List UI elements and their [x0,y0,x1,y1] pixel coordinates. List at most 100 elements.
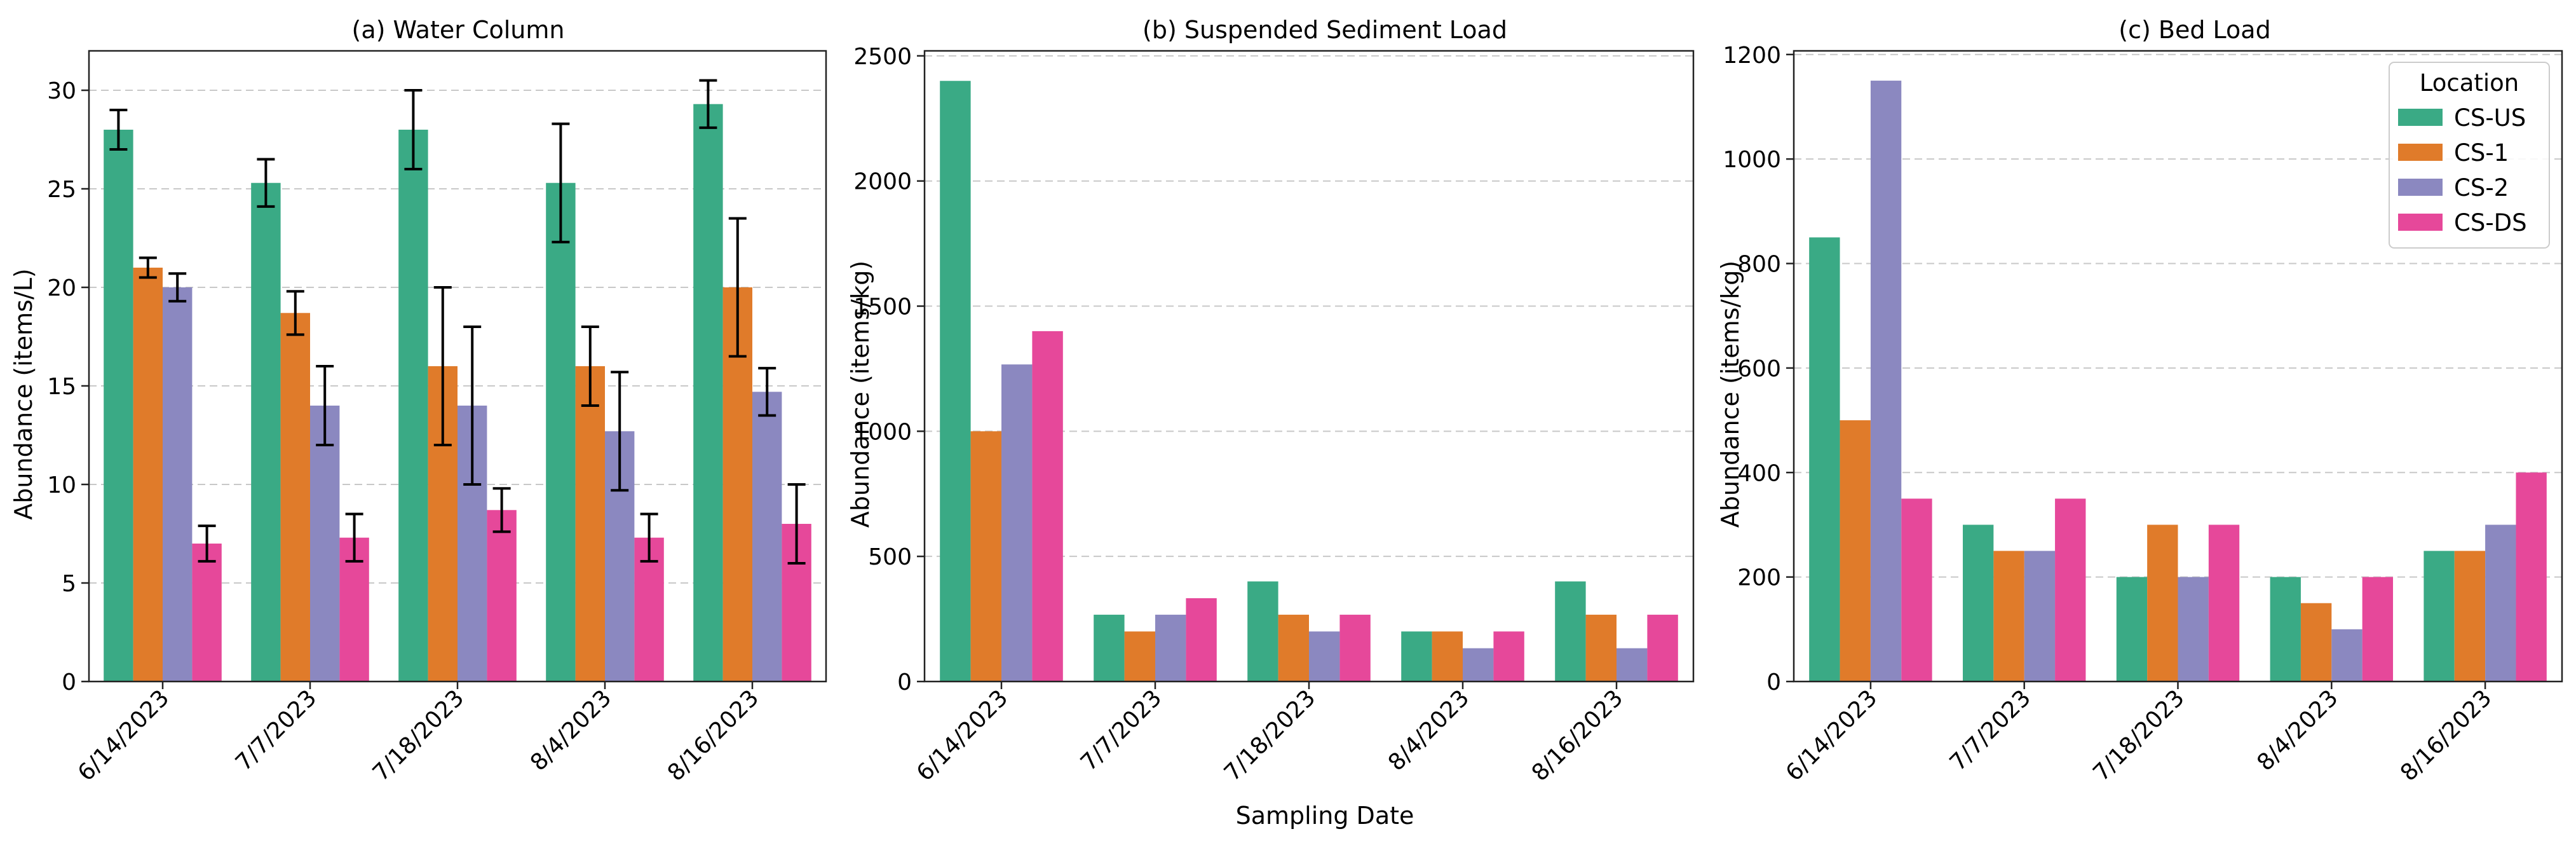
y-axis-label: Abundance (items/L) [10,268,37,519]
bar-cs-us-6-14-2023 [940,81,971,682]
bar-cs-us-7-7-2023 [1962,524,1994,682]
y-tick-label: 20 [47,275,76,301]
bar-cs-ds-8-16-2023 [1647,614,1678,682]
panel-title: (b) Suspended Sediment Load [1142,16,1507,44]
bar-cs-2-7-7-2023 [1155,614,1186,682]
bar-cs-us-8-16-2023 [1555,581,1586,682]
bar-cs-us-7-7-2023 [251,182,281,682]
y-tick-label: 0 [62,669,76,696]
y-tick-label: 1000 [853,419,912,445]
bar-cs-1-8-16-2023 [1585,614,1617,682]
y-tick-label: 10 [47,472,76,498]
bars [104,104,811,682]
bar-cs-1-8-4-2023 [575,366,605,682]
bar-cs-2-6-14-2023 [1001,364,1033,682]
bar-cs-2-7-18-2023 [1309,631,1340,682]
y-tick-label: 500 [868,544,912,570]
y-tick-label: 2500 [853,44,912,70]
bar-cs-2-7-7-2023 [310,406,340,682]
bar-cs-ds-7-7-2023 [1186,598,1217,682]
y-tick-label: 0 [897,669,912,696]
y-tick-label: 5 [62,571,76,597]
bars [1809,80,2547,682]
bar-cs-us-6-14-2023 [104,130,133,682]
legend-label-cs-ds: CS-DS [2454,209,2527,236]
panel-title: (a) Water Column [352,16,565,44]
y-tick-label: 600 [1737,356,1781,382]
bar-cs-ds-8-16-2023 [2516,472,2547,682]
bar-cs-1-7-18-2023 [2147,524,2178,682]
y-tick-label: 30 [47,78,76,104]
y-tick-label: 400 [1737,460,1781,486]
bar-cs-1-6-14-2023 [133,268,163,682]
bar-cs-ds-8-4-2023 [2362,577,2394,682]
bar-cs-2-7-7-2023 [2024,551,2056,682]
bar-cs-2-7-18-2023 [2178,577,2209,682]
bar-cs-1-7-7-2023 [1993,551,2024,682]
legend-label-cs-us: CS-US [2454,104,2526,132]
bar-cs-2-8-16-2023 [752,392,782,682]
bar-cs-us-7-18-2023 [2116,577,2148,682]
bar-cs-1-8-4-2023 [2300,603,2332,682]
bar-cs-us-6-14-2023 [1809,237,1840,682]
legend-title: Location [2420,69,2519,97]
bar-cs-ds-7-18-2023 [2208,524,2240,682]
bar-cs-ds-7-7-2023 [2055,498,2086,682]
y-axis-label: Abundance (items/kg) [846,261,874,528]
bar-cs-us-8-4-2023 [546,182,576,682]
bar-cs-ds-6-14-2023 [192,544,222,682]
bar-cs-1-8-16-2023 [2454,551,2486,682]
y-tick-label: 200 [1737,565,1781,591]
x-axis-label: Sampling Date [1236,802,1414,830]
legend-label-cs-1: CS-1 [2454,139,2509,167]
bar-cs-us-7-18-2023 [1247,581,1278,682]
bars [940,81,1678,682]
y-axis-label: Abundance (items/kg) [1716,261,1744,528]
bar-cs-2-8-4-2023 [1463,648,1494,682]
y-tick-label: 25 [47,177,76,203]
legend: Location CS-US CS-1 CS-2 CS-DS [2389,62,2550,249]
bar-cs-1-7-18-2023 [1278,614,1309,682]
bar-cs-ds-6-14-2023 [1032,331,1063,682]
bar-cs-ds-7-18-2023 [1339,614,1371,682]
bar-cs-2-8-16-2023 [1617,648,1648,682]
legend-swatch-cs-us [2398,109,2443,126]
error-bars [109,79,806,565]
legend-label-cs-2: CS-2 [2454,174,2509,202]
bar-cs-us-8-4-2023 [1401,631,1432,682]
y-tick-label: 2000 [853,169,912,195]
y-tick-label: 0 [1766,669,1781,696]
y-tick-label: 800 [1737,252,1781,278]
bar-cs-2-6-14-2023 [1870,80,1902,682]
bar-cs-us-7-7-2023 [1094,614,1125,682]
bar-cs-2-8-4-2023 [2331,629,2362,682]
legend-item-cs-us: CS-US [2398,104,2526,132]
bar-cs-us-7-18-2023 [398,130,428,682]
bar-cs-2-6-14-2023 [163,287,193,682]
legend-swatch-cs-1 [2398,144,2443,161]
bar-cs-1-8-4-2023 [1432,631,1463,682]
legend-item-cs-ds: CS-DS [2398,209,2527,236]
bar-cs-1-6-14-2023 [1840,420,1871,682]
y-tick-label: 15 [47,374,76,400]
y-tick-label: 1000 [1723,147,1781,173]
panel-title: (c) Bed Load [2118,16,2270,44]
legend-swatch-cs-ds [2398,214,2443,231]
panel-water-column: (a) Water Column Abundance (items/L) 0 5 1… [10,16,827,786]
bar-cs-ds-7-18-2023 [487,510,517,682]
legend-swatch-cs-2 [2398,179,2443,196]
bar-cs-ds-6-14-2023 [1901,498,1932,682]
bar-cs-us-8-16-2023 [2423,551,2455,682]
bar-cs-2-8-16-2023 [2485,524,2516,682]
legend-item-cs-2: CS-2 [2398,174,2509,202]
bar-cs-us-8-4-2023 [2270,577,2301,682]
bar-cs-1-7-7-2023 [280,313,310,682]
bar-cs-ds-8-4-2023 [1493,631,1524,682]
bar-cs-1-6-14-2023 [970,431,1001,682]
bar-cs-us-8-16-2023 [693,104,723,682]
y-tick-label: 1200 [1723,43,1781,69]
bar-cs-1-7-7-2023 [1124,631,1155,682]
legend-item-cs-1: CS-1 [2398,139,2509,167]
y-tick-label: 1500 [853,294,912,320]
